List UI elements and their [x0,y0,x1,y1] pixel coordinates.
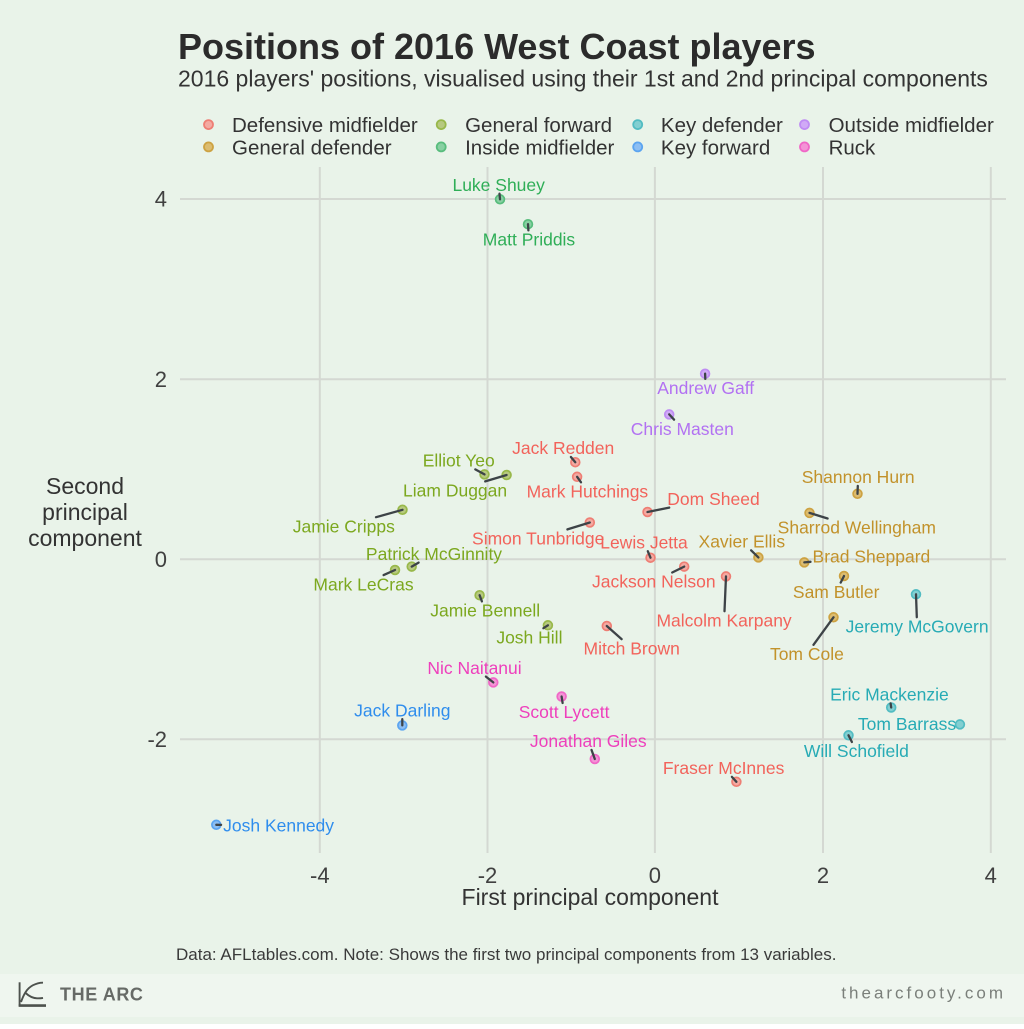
svg-text:Inside midfielder: Inside midfielder [465,136,614,159]
svg-text:Fraser McInnes: Fraser McInnes [663,758,785,778]
svg-text:Mark Hutchings: Mark Hutchings [527,482,649,502]
svg-text:2: 2 [155,367,167,392]
svg-text:Scott Lycett: Scott Lycett [519,702,610,722]
svg-text:Jonathan Giles: Jonathan Giles [530,731,647,751]
svg-text:Patrick McGinnity: Patrick McGinnity [366,544,502,564]
svg-text:Jeremy McGovern: Jeremy McGovern [846,616,989,636]
svg-text:Lewis Jetta: Lewis Jetta [600,532,688,552]
svg-text:Jamie Cripps: Jamie Cripps [293,516,395,536]
svg-text:Luke Shuey: Luke Shuey [452,175,545,195]
svg-text:component: component [28,525,142,551]
svg-text:General defender: General defender [232,136,392,159]
svg-text:THE ARC: THE ARC [60,985,144,1005]
svg-text:Second: Second [46,473,124,499]
svg-text:principal: principal [42,499,128,525]
svg-text:Outside midfielder: Outside midfielder [829,114,994,137]
svg-text:Positions of 2016 West Coast p: Positions of 2016 West Coast players [178,26,816,67]
svg-text:Josh Hill: Josh Hill [496,627,562,647]
svg-text:Key defender: Key defender [661,114,783,137]
svg-text:-4: -4 [310,863,330,888]
svg-text:Tom Cole: Tom Cole [770,644,844,664]
svg-text:Nic Naitanui: Nic Naitanui [427,658,521,678]
svg-text:General forward: General forward [465,114,612,137]
svg-text:Shannon Hurn: Shannon Hurn [802,467,915,487]
svg-text:Data: AFLtables.com. Note: Sho: Data: AFLtables.com. Note: Shows the fir… [176,945,836,964]
svg-text:Dom Sheed: Dom Sheed [667,489,759,509]
svg-text:2: 2 [817,863,829,888]
svg-text:-2: -2 [147,727,167,752]
svg-text:Josh Kennedy: Josh Kennedy [223,816,334,836]
svg-text:0: 0 [155,547,167,572]
svg-text:Tom Barrass: Tom Barrass [858,714,956,734]
svg-text:Eric Mackenzie: Eric Mackenzie [830,685,949,705]
svg-text:Sharrod Wellingham: Sharrod Wellingham [778,518,936,538]
svg-text:Xavier Ellis: Xavier Ellis [699,532,786,552]
svg-text:Brad Sheppard: Brad Sheppard [813,547,931,567]
svg-text:Mark LeCras: Mark LeCras [313,574,413,594]
svg-text:2016 players' positions, visua: 2016 players' positions, visualised usin… [178,66,988,92]
svg-text:Andrew Gaff: Andrew Gaff [657,378,754,398]
svg-text:thearcfooty.com: thearcfooty.com [841,984,1006,1003]
svg-text:Mitch Brown: Mitch Brown [584,638,680,658]
svg-text:Jamie Bennell: Jamie Bennell [430,601,540,621]
svg-text:Sam Butler: Sam Butler [793,582,880,602]
svg-text:Chris Masten: Chris Masten [631,419,734,439]
svg-text:Matt Priddis: Matt Priddis [483,230,576,250]
svg-text:4: 4 [985,863,997,888]
svg-text:4: 4 [155,187,167,212]
svg-text:Jackson Nelson: Jackson Nelson [592,572,716,592]
svg-text:Defensive midfielder: Defensive midfielder [232,114,418,137]
svg-text:Key forward: Key forward [661,136,770,159]
svg-text:Ruck: Ruck [829,136,876,159]
svg-text:Elliot Yeo: Elliot Yeo [423,451,495,471]
svg-text:Jack Darling: Jack Darling [354,700,450,720]
svg-text:Liam Duggan: Liam Duggan [403,481,507,501]
svg-text:Will Schofield: Will Schofield [804,741,909,761]
svg-text:Jack Redden: Jack Redden [512,438,614,458]
svg-text:Malcolm Karpany: Malcolm Karpany [656,610,791,630]
svg-text:First principal component: First principal component [462,884,720,910]
